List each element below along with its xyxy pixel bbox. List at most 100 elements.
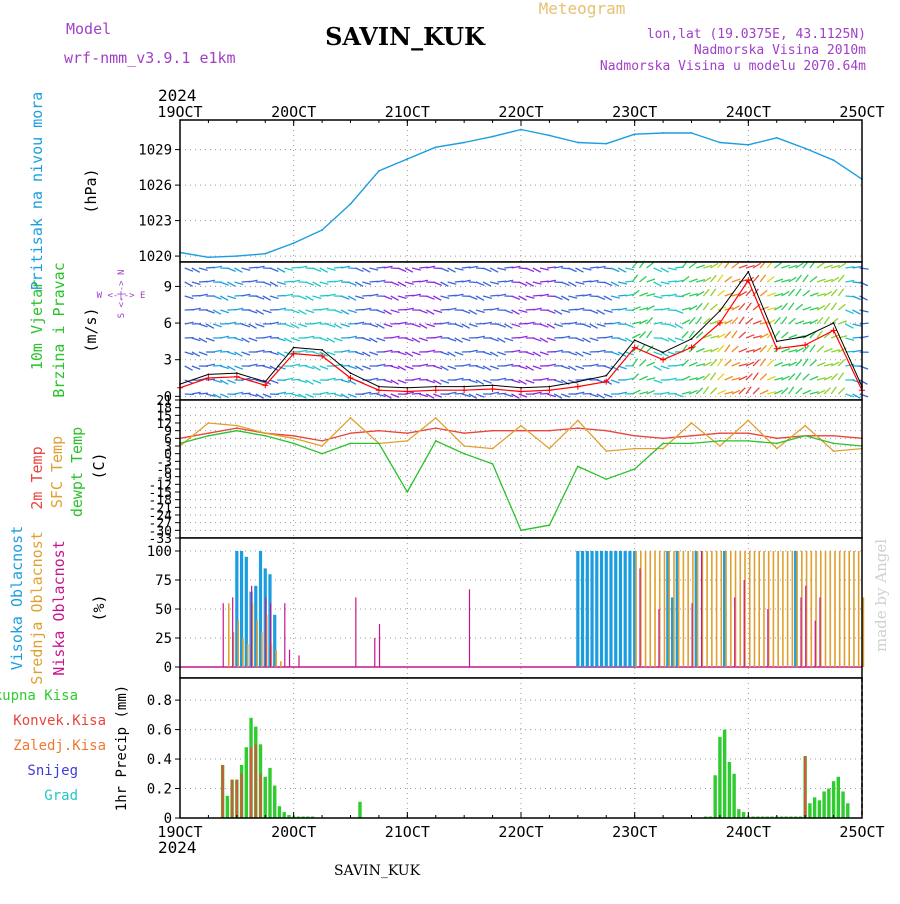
temperature-line-2-point (577, 466, 579, 468)
temperature-line-0-point (776, 437, 778, 439)
wind-gust-line-point (804, 336, 806, 338)
precip-bar (818, 800, 821, 818)
model-label: Model (66, 20, 111, 38)
clouds-bar (628, 551, 631, 667)
temperature-line-2-point (293, 443, 295, 445)
clouds-bar (701, 551, 702, 667)
temperature-line-2-point (236, 430, 238, 432)
wind-ytick-label: 9 (164, 279, 172, 295)
temperature-line-2-point (208, 435, 210, 437)
precip-bar (245, 747, 248, 818)
clouds-bar (289, 650, 290, 667)
wind-gust-line-point (549, 386, 551, 388)
clouds-bar (374, 638, 375, 667)
x-tick-label-bottom: 22OCT (498, 823, 543, 841)
pressure-line-point (236, 255, 238, 257)
clouds-bar (858, 551, 860, 667)
credit: made by Angel (872, 539, 890, 652)
temperature-line-1-point (264, 432, 266, 434)
clouds-ylabel-unit: (%) (90, 594, 108, 621)
wind-gust-line-point (236, 372, 238, 374)
pressure-line-point (208, 256, 210, 258)
clouds-bar (605, 551, 608, 667)
clouds-bar (635, 551, 637, 667)
clouds-bar (576, 551, 579, 667)
x-tick-label-bottom: 20OCT (271, 823, 316, 841)
clouds-bar (811, 551, 813, 667)
clouds-bar (265, 597, 266, 667)
x-tick-label-bottom: 23OCT (612, 823, 657, 841)
clouds-bar (261, 632, 263, 667)
pressure-line-point (264, 253, 266, 255)
wind-gust-line-point (435, 386, 437, 388)
clouds-bar (773, 551, 775, 667)
clouds-bar (600, 551, 603, 667)
temperature-panel: 211815129630-3-6-9-12-15-18-21-24-27-30-… (149, 394, 863, 547)
clouds-bar (721, 551, 723, 667)
clouds-ytick-label: 25 (155, 631, 172, 647)
temperature-line-1-point (833, 450, 835, 452)
station-title: SAVIN_KUK (325, 22, 486, 51)
wind-gust-line-point (492, 384, 494, 386)
clouds-bar (586, 551, 589, 667)
precip-bar (268, 768, 271, 818)
model-altitude-label: Nadmorska Visina u modelu 2070.64m (600, 59, 866, 74)
precip-bar (804, 756, 806, 818)
clouds-bar (725, 551, 727, 667)
wind-ytick-label: 3 (164, 353, 172, 369)
clouds-bar (800, 597, 801, 667)
clouds-ytick-label: 0 (164, 660, 172, 676)
clouds-bar (825, 551, 827, 667)
pressure-ylabel: Pritisak na nivou mora(hPa) (28, 92, 100, 291)
pressure-line-point (605, 143, 607, 145)
clouds-bar (716, 551, 718, 667)
temperature-line-0-point (634, 435, 636, 437)
clouds-bar (270, 603, 271, 667)
wind-gust-line-point (605, 375, 607, 377)
pressure-line-point (549, 134, 551, 136)
precip-legend: Ukupna KisaKonvek.KisaZaledj.KisaSnijegG… (0, 685, 130, 811)
temperature-line-1-point (804, 425, 806, 427)
clouds-bar (658, 609, 659, 667)
temperature-ylabel-sfc: SFC Temp (48, 436, 66, 508)
pressure-line-point (492, 136, 494, 138)
x-tick-label-bottom: 25OCT (839, 823, 884, 841)
wind-gust-line-point (520, 387, 522, 389)
wind-gust-line-point (321, 349, 323, 351)
pressure-ytick-label: 1023 (138, 214, 172, 230)
clouds-bar (834, 551, 836, 667)
clouds-bar (590, 551, 593, 667)
clouds-bar (687, 551, 689, 667)
precip-bar (822, 791, 825, 818)
pressure-line-point (804, 148, 806, 150)
clouds-bar (280, 661, 282, 667)
clouds-bar (734, 597, 735, 667)
precip-ytick-label: 0.2 (147, 782, 172, 798)
precip-bar (737, 809, 740, 818)
temperature-line-1-point (747, 420, 749, 422)
precip-bar (732, 774, 735, 818)
clouds-bar (739, 551, 741, 667)
temperature-line-0-point (236, 427, 238, 429)
wind-gust-line-point (747, 271, 749, 273)
temperature-line-1-point (520, 425, 522, 427)
x-tick-label-top: 21OCT (385, 103, 430, 121)
precip-bar (813, 797, 816, 818)
pressure-line-point (634, 133, 636, 135)
temperature-line-1-point (321, 445, 323, 447)
clouds-bar (782, 551, 784, 667)
clouds-bar (683, 551, 685, 667)
model-name: wrf-nmm_v3.9.1 e1km (64, 49, 236, 67)
temperature-line-2-point (549, 524, 551, 526)
pressure-line-point (577, 142, 579, 144)
x-tick-label-top: 24OCT (726, 103, 771, 121)
clouds-bar (664, 551, 666, 667)
temperature-line-2-point (520, 529, 522, 531)
precip-legend-item: Grad (44, 788, 78, 804)
x-tick-label-top: 23OCT (612, 103, 657, 121)
x-tick-label-top: 22OCT (498, 103, 543, 121)
clouds-bar (298, 655, 299, 667)
temperature-line-2-point (378, 443, 380, 445)
